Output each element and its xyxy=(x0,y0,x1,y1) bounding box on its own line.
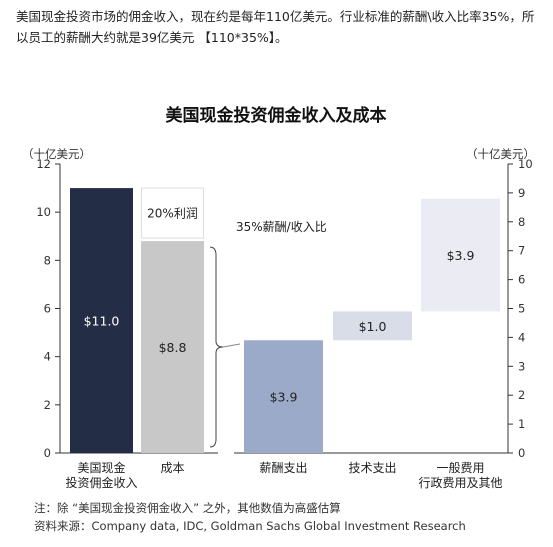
right-y-axis: 0 1 2 3 4 5 6 7 8 9 10 xyxy=(507,157,533,460)
left-tick-label: 6 xyxy=(44,302,51,316)
category-label: 技术支出 xyxy=(348,461,396,475)
left-tick-label: 8 xyxy=(44,253,51,267)
brace-connector xyxy=(222,343,241,348)
intro-paragraph: 美国现金投资市场的佣金收入，现在约是每年110亿美元。行业标准的薪酬\收入比率3… xyxy=(16,9,535,45)
waterfall-bar-value-label: $1.0 xyxy=(359,319,387,334)
right-tick-label: 9 xyxy=(518,186,525,200)
waterfall-bar xyxy=(421,198,500,312)
ratio-annotation: 35%薪酬/收入比 xyxy=(236,220,327,234)
right-tick-label: 5 xyxy=(518,302,525,316)
waterfall-bar-value-label: $3.9 xyxy=(447,248,475,263)
chart-title: 美国现金投资佣金收入及成本 xyxy=(166,105,387,126)
category-label: 美国现金 xyxy=(77,460,125,475)
right-tick-label: 8 xyxy=(518,215,525,229)
right-tick-label: 4 xyxy=(518,330,525,344)
right-tick-label: 10 xyxy=(518,157,533,171)
right-tick-label: 1 xyxy=(518,417,525,431)
left-bar-value-label: $8.8 xyxy=(159,340,187,355)
category-label: 行政费用及其他 xyxy=(418,476,502,490)
left-y-axis: 0 2 4 6 8 10 12 xyxy=(36,157,61,460)
category-label: 一般费用 xyxy=(436,460,484,475)
right-tick-label: 0 xyxy=(518,446,525,460)
waterfall-bar xyxy=(244,340,323,453)
left-axis-unit: （十亿美元） xyxy=(22,147,91,161)
left-bar-value-label: $11.0 xyxy=(84,314,120,329)
left-tick-label: 12 xyxy=(36,157,51,171)
right-tick-label: 3 xyxy=(518,359,525,373)
right-tick-label: 6 xyxy=(518,273,525,287)
right-tick-label: 7 xyxy=(518,244,525,258)
waterfall-bar xyxy=(333,311,412,341)
right-tick-label: 2 xyxy=(518,388,525,402)
profit-label: 20%利润 xyxy=(147,207,198,221)
waterfall-bar-value-label: $3.9 xyxy=(270,390,298,405)
category-label: 薪酬支出 xyxy=(259,461,307,475)
left-tick-label: 0 xyxy=(44,446,51,460)
right-axis-unit: （十亿美元） xyxy=(466,147,535,161)
left-bar xyxy=(141,241,204,453)
footnote-note: 注：除 “美国现金投资佣金收入” 之外，其他数值为高盛估算 xyxy=(34,501,341,515)
profit-box xyxy=(141,187,204,239)
left-bar xyxy=(70,188,133,454)
cost-brace xyxy=(209,246,224,448)
category-label: 成本 xyxy=(160,461,184,475)
left-tick-label: 10 xyxy=(36,205,51,219)
category-label: 投资佣金收入 xyxy=(65,475,137,490)
bars-layer: $11.0 $8.8 20%利润 $3.9 $1.0 $3.9 xyxy=(60,187,508,454)
footnote-source: 资料来源：Company data, IDC, Goldman Sachs Gl… xyxy=(34,519,466,533)
left-tick-label: 4 xyxy=(44,350,51,364)
left-tick-label: 2 xyxy=(44,398,51,412)
